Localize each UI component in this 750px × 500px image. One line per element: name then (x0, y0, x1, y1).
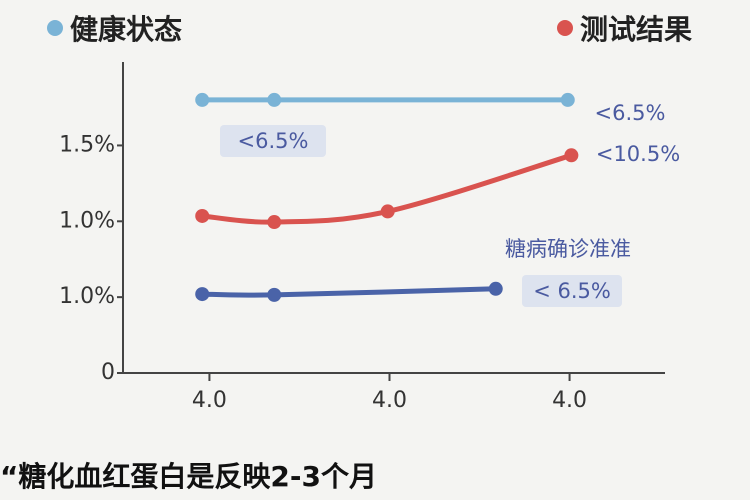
y-tick-label: 1.0% (59, 284, 115, 309)
point (195, 287, 210, 302)
point (267, 215, 282, 230)
point (195, 92, 210, 107)
y-tick-label: 1.0% (59, 208, 115, 233)
x-tick-label: 4.0 (372, 388, 407, 413)
point (380, 204, 395, 219)
point (560, 92, 575, 107)
annotation-box (220, 125, 326, 157)
x-tick-label: 4.0 (192, 388, 227, 413)
point (195, 208, 210, 223)
legend-label: 健康状态 (70, 13, 182, 46)
annotation: 糖病确诊准准 (505, 237, 631, 261)
x-tick-label: 4.0 (552, 388, 587, 413)
annotation: < 6.5% (533, 279, 611, 303)
y-tick-label: 1.5% (59, 132, 115, 157)
series-line (199, 286, 499, 298)
y-tick-label: 0 (101, 360, 115, 385)
point (564, 148, 579, 163)
legend-marker (557, 20, 573, 36)
footnote: “糖化血红蛋白是反映2-3个月 (0, 460, 377, 493)
point (488, 281, 503, 296)
legend-marker (47, 20, 63, 36)
annotation: <10.5% (596, 142, 680, 166)
series-line (199, 152, 574, 225)
annotation-box (522, 275, 622, 307)
point (267, 287, 282, 302)
point (267, 92, 282, 107)
legend-label: 测试结果 (580, 13, 692, 46)
annotation: <6.5% (595, 101, 666, 125)
annotation: <6.5% (238, 129, 309, 153)
